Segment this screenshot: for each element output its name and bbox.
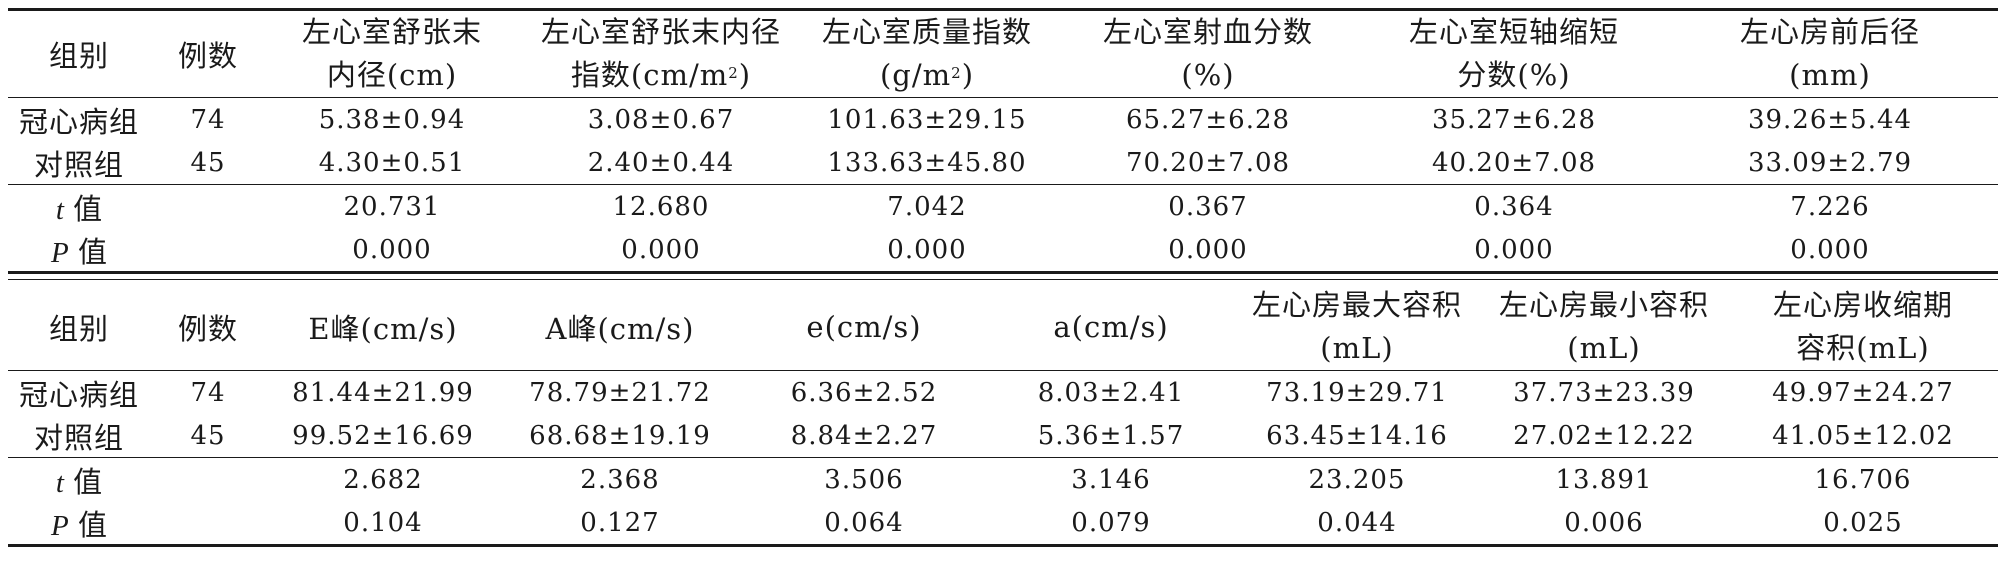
cell-value: 78.79±21.72 [529, 377, 711, 408]
table1-header-n: 例数 [177, 39, 238, 73]
t-value: 16.706 [1814, 464, 1912, 495]
t-value: 0.367 [1168, 191, 1248, 222]
p-value: 0.000 [1474, 234, 1554, 265]
table2-header-n: 例数 [177, 312, 238, 346]
t-value: 12.680 [612, 191, 710, 222]
table2-header-la-min-volume: 左心房最小容积 (mL) [1498, 288, 1709, 365]
table-row: 对照组 45 4.30±0.51 2.40±0.44 133.63±45.80 … [8, 141, 1998, 185]
table1-header-group: 组别 [48, 39, 109, 73]
table2-header-e-peak: E峰(cm/s) [308, 312, 458, 346]
t-value-label: t 值 [55, 191, 103, 226]
group-label: 对照组 [33, 420, 124, 455]
t-value: 3.146 [1071, 464, 1151, 495]
cell-value: 41.05±12.02 [1772, 420, 1954, 451]
cell-value: 40.20±7.08 [1431, 147, 1597, 178]
p-value: 0.064 [824, 507, 904, 538]
table2-header-row: 组别 例数 E峰(cm/s) A峰(cm/s) e(cm/s) a(cm/s) … [8, 284, 1998, 371]
cell-value: 3.08±0.67 [587, 104, 735, 135]
cell-value: 5.36±1.57 [1037, 420, 1185, 451]
p-value-row: P 值 0.000 0.000 0.000 0.000 0.000 0.000 [8, 228, 1998, 273]
group-label: 对照组 [33, 147, 124, 182]
t-value: 3.506 [824, 464, 904, 495]
cell-value: 8.03±2.41 [1037, 377, 1185, 408]
cell-value: 27.02±12.22 [1513, 420, 1695, 451]
p-value: 0.000 [1168, 234, 1248, 265]
t-value: 0.364 [1474, 191, 1554, 222]
cell-value: 37.73±23.39 [1513, 377, 1695, 408]
cell-value: 99.52±16.69 [292, 420, 474, 451]
p-value: 0.044 [1317, 507, 1397, 538]
table-separator-line [8, 279, 1998, 280]
cell-value: 65.27±6.28 [1125, 104, 1291, 135]
p-value-label: P 值 [51, 234, 107, 269]
p-value: 0.025 [1823, 507, 1903, 538]
t-value: 20.731 [343, 191, 441, 222]
table2-header-a-peak: A峰(cm/s) [545, 312, 695, 346]
table2-header-a-prime: a(cm/s) [1053, 310, 1169, 344]
p-value: 0.079 [1071, 507, 1151, 538]
count-value: 74 [190, 377, 226, 408]
cell-value: 68.68±19.19 [529, 420, 711, 451]
t-value: 23.205 [1308, 464, 1406, 495]
table-row: 冠心病组 74 81.44±21.99 78.79±21.72 6.36±2.5… [8, 371, 1998, 415]
p-value: 0.006 [1564, 507, 1644, 538]
p-value-label: P 值 [51, 507, 107, 542]
cell-value: 6.36±2.52 [790, 377, 938, 408]
t-value: 7.226 [1790, 191, 1870, 222]
cell-value: 33.09±2.79 [1747, 147, 1913, 178]
table-row: 冠心病组 74 5.38±0.94 3.08±0.67 101.63±29.15… [8, 98, 1998, 142]
cell-value: 35.27±6.28 [1431, 104, 1597, 135]
count-value: 74 [190, 104, 226, 135]
group-label: 冠心病组 [18, 377, 139, 412]
cell-value: 101.63±29.15 [827, 104, 1027, 135]
p-value: 0.000 [887, 234, 967, 265]
t-value-row: t 值 2.682 2.368 3.506 3.146 23.205 13.89… [8, 458, 1998, 502]
cell-value: 81.44±21.99 [292, 377, 474, 408]
p-value-row: P 值 0.104 0.127 0.064 0.079 0.044 0.006 … [8, 501, 1998, 546]
t-value: 13.891 [1555, 464, 1653, 495]
table1-header-lvedd: 左心室舒张末 内径(cm) [301, 15, 482, 92]
t-value: 2.368 [580, 464, 660, 495]
table1-header-lv-mass-index: 左心室质量指数 (g/m2) [821, 15, 1032, 92]
t-value-label: t 值 [55, 464, 103, 499]
echo-table-lower: 组别 例数 E峰(cm/s) A峰(cm/s) e(cm/s) a(cm/s) … [8, 284, 1998, 547]
table1-header-lvfs: 左心室短轴缩短 分数(%) [1408, 15, 1619, 92]
cell-value: 63.45±14.16 [1266, 420, 1448, 451]
t-value: 7.042 [887, 191, 967, 222]
cell-value: 133.63±45.80 [827, 147, 1027, 178]
count-value: 45 [190, 147, 226, 178]
count-value: 45 [190, 420, 226, 451]
cell-value: 39.26±5.44 [1747, 104, 1913, 135]
table2-header-la-systolic-volume: 左心房收缩期 容积(mL) [1772, 288, 1953, 365]
cell-value: 4.30±0.51 [318, 147, 466, 178]
table1-header-row: 组别 例数 左心室舒张末 内径(cm) 左心室舒张末内径 指数(cm/m2) 左… [8, 9, 1998, 98]
table1-header-lvef: 左心室射血分数 (%) [1102, 15, 1313, 92]
cell-value: 5.38±0.94 [318, 104, 466, 135]
cell-value: 70.20±7.08 [1125, 147, 1291, 178]
cell-value: 2.40±0.44 [587, 147, 735, 178]
echo-table-upper: 组别 例数 左心室舒张末 内径(cm) 左心室舒张末内径 指数(cm/m2) 左… [8, 8, 1998, 274]
table-row: 对照组 45 99.52±16.69 68.68±19.19 8.84±2.27… [8, 414, 1998, 458]
cell-value: 73.19±29.71 [1266, 377, 1448, 408]
table2-header-e-prime: e(cm/s) [806, 310, 922, 344]
p-value: 0.000 [352, 234, 432, 265]
group-label: 冠心病组 [18, 104, 139, 139]
table2-header-group: 组别 [48, 312, 109, 346]
cell-value: 8.84±2.27 [790, 420, 938, 451]
t-value-row: t 值 20.731 12.680 7.042 0.367 0.364 7.22… [8, 185, 1998, 229]
table2-header-la-max-volume: 左心房最大容积 (mL) [1251, 288, 1462, 365]
t-value: 2.682 [343, 464, 423, 495]
p-value: 0.104 [343, 507, 423, 538]
p-value: 0.000 [621, 234, 701, 265]
cell-value: 49.97±24.27 [1772, 377, 1954, 408]
table1-header-lvedd-index: 左心室舒张末内径 指数(cm/m2) [540, 15, 781, 92]
p-value: 0.127 [580, 507, 660, 538]
table1-header-la-diameter: 左心房前后径 (mm) [1739, 15, 1920, 92]
p-value: 0.000 [1790, 234, 1870, 265]
